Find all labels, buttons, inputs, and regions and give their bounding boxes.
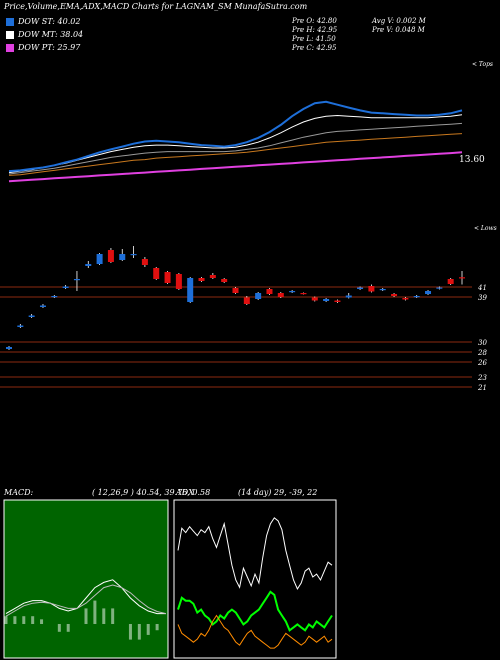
legend-dow-st: DOW ST: 40.02	[6, 16, 126, 27]
candle-body	[153, 268, 160, 279]
candle-body	[289, 291, 296, 293]
candle-body	[357, 287, 364, 289]
candle-body	[198, 278, 205, 281]
legend-swatch-blue	[6, 17, 14, 26]
candle-body	[232, 288, 239, 293]
adx-lines	[177, 517, 333, 649]
ohlc-high: Pre H: 42.95	[292, 26, 338, 34]
candle-body	[221, 279, 228, 282]
candle-body	[300, 293, 307, 295]
candle-body	[255, 293, 262, 299]
candle-body	[311, 297, 318, 301]
top-price-label: 13.60	[459, 155, 485, 165]
legend-label-dow-pt: DOW PT: 25.97	[18, 43, 81, 52]
candle-panel: < Lows 41 39 30 28 26 23 21	[0, 225, 497, 392]
candle-body	[209, 275, 216, 278]
candle-body	[73, 279, 80, 281]
y-tick-label: 21	[477, 384, 487, 392]
ema-panel: < Tops 13.60	[8, 61, 493, 183]
tops-tag: < Tops	[472, 61, 493, 68]
y-tick-label: 41	[477, 284, 487, 292]
candle-body	[6, 347, 12, 349]
candle-body	[323, 299, 330, 301]
candle-body	[187, 278, 194, 302]
legend-label-dow-st: DOW ST: 40.02	[18, 17, 81, 26]
macd-panel: MACD: ( 12,26,9 ) 40.54, 39.76, 0.58	[3, 488, 210, 659]
candle-body	[175, 274, 182, 289]
candle-body	[51, 296, 58, 298]
candle-body	[459, 277, 465, 279]
candle-body	[391, 294, 398, 296]
candle-body	[266, 289, 273, 294]
ema-line-grey	[8, 122, 463, 175]
macd-line-0	[5, 579, 166, 615]
ohlc-close: Pre C: 42.95	[292, 44, 337, 52]
chart-header: Price,Volume,EMA,ADX,MACD Charts for LAG…	[4, 2, 308, 11]
ema-line-blue	[8, 100, 463, 173]
candle-body	[425, 291, 432, 294]
y-tick-label: 28	[477, 349, 487, 357]
candle-body	[28, 315, 35, 317]
candle-body	[17, 325, 24, 327]
adx-panel: ADX (14 day) 29, -39, 22	[173, 488, 337, 659]
legend-swatch-magenta	[6, 43, 14, 52]
adx-line-2	[177, 614, 333, 649]
adx-title: ADX	[175, 488, 194, 497]
candle-body	[368, 286, 375, 292]
macd-background	[3, 499, 169, 659]
ema-lines	[8, 100, 463, 183]
adx-line-1	[177, 590, 333, 632]
y-tick-label: 39	[478, 294, 487, 302]
ohlc-low: Pre L: 41.50	[292, 35, 336, 43]
ema-line-magenta	[8, 151, 463, 183]
candle-body	[334, 300, 341, 302]
ohlc-avg-volume: Avg V: 0.002 M	[372, 17, 426, 25]
candle-body	[96, 254, 103, 264]
candle-body	[436, 287, 443, 289]
y-tick-label: 23	[477, 374, 487, 382]
candle-body	[62, 286, 69, 288]
adx-background	[173, 499, 337, 659]
ohlc-pre-volume: Pre V: 0.048 M	[372, 26, 425, 34]
lows-tag: < Lows	[474, 225, 497, 232]
y-tick-label: 26	[477, 359, 487, 367]
candle-body	[413, 296, 420, 298]
macd-title: MACD:	[3, 488, 34, 497]
candle-body	[345, 295, 352, 298]
candle-body	[379, 289, 386, 291]
legend-swatch-white	[6, 30, 14, 39]
price-grid: 41 39 30 28 26 23 21	[0, 284, 487, 392]
adx-params: (14 day) 29, -39, 22	[238, 488, 317, 497]
legend-dow-mt: DOW MT: 38.04	[6, 29, 126, 40]
candles	[6, 246, 465, 350]
candle-body	[447, 279, 454, 284]
ema-line-white	[8, 114, 463, 174]
macd-line-1	[5, 584, 167, 617]
candle-body	[130, 254, 137, 256]
ema-line-orange	[8, 133, 463, 176]
ohlc-open: Pre O: 42.80	[292, 17, 337, 25]
candle-body	[402, 298, 409, 300]
y-tick-label: 30	[478, 339, 487, 347]
macd-lines	[4, 579, 167, 640]
candle-body	[119, 254, 126, 260]
candle-body	[243, 297, 250, 304]
legend-dow-pt: DOW PT: 25.97	[6, 42, 126, 53]
candle-body	[141, 259, 148, 265]
candle-body	[39, 305, 46, 307]
legend-label-dow-mt: DOW MT: 38.04	[18, 30, 84, 39]
candle-body	[85, 264, 92, 266]
candle-body	[277, 293, 284, 297]
macd-params: ( 12,26,9 ) 40.54, 39.76, 0.58	[92, 488, 210, 497]
adx-line-0	[177, 517, 333, 590]
candle-body	[107, 250, 114, 262]
candle-body	[164, 272, 171, 283]
